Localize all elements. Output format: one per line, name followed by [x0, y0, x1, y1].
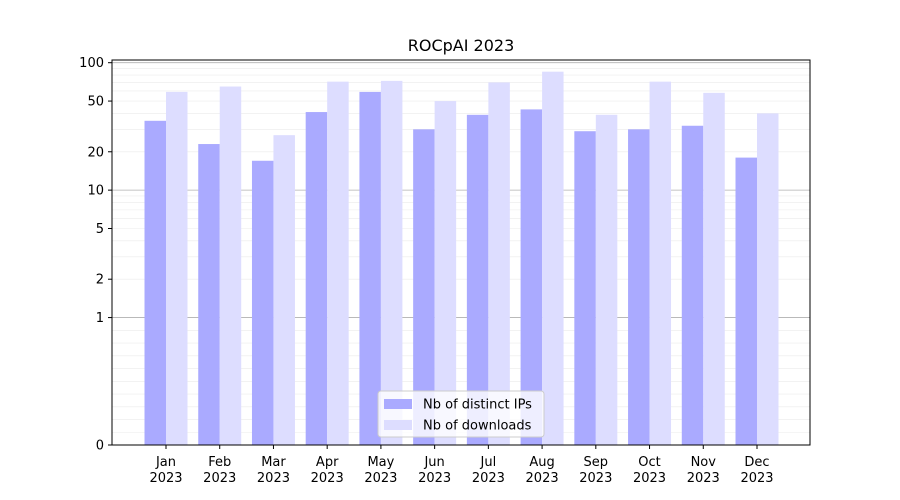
x-tick-label: Feb 2023: [203, 455, 236, 486]
y-tick-label: 50: [87, 95, 104, 110]
y-tick-label: 0: [96, 439, 104, 454]
x-tick-label: Dec 2023: [740, 455, 773, 486]
legend-label: Nb of distinct IPs: [423, 398, 532, 413]
bar-downloads: [649, 81, 672, 446]
legend-swatch: [384, 420, 412, 430]
x-tick-label: Jun 2023: [418, 455, 451, 486]
y-tick-label: 100: [79, 56, 104, 71]
bar-downloads: [757, 113, 779, 445]
x-tick-label: Oct 2023: [633, 455, 666, 486]
legend-swatch: [384, 399, 412, 409]
bars: [144, 71, 779, 446]
x-tick-label: Jan 2023: [149, 455, 182, 486]
bar-downloads: [166, 91, 188, 445]
y-tick-label: 10: [87, 184, 104, 199]
bar-distinct-ips: [574, 131, 596, 445]
chart-title: ROCpAI 2023: [408, 36, 515, 55]
x-tick-label: May 2023: [364, 455, 397, 486]
bar-distinct-ips: [251, 160, 274, 446]
y-tick-label: 20: [87, 145, 104, 160]
bar-downloads: [434, 101, 457, 445]
bar-distinct-ips: [198, 144, 220, 445]
bar-distinct-ips: [681, 125, 704, 446]
y-tick-label: 5: [96, 222, 104, 237]
y-tick-label: 1: [96, 311, 104, 326]
x-axis: Jan 2023 Feb 2023 Mar 2023 Apr 2023 May 2023 Jun 20…: [149, 445, 774, 486]
plot-frame: [111, 59, 811, 446]
bar-distinct-ips: [628, 129, 650, 445]
legend-label: Nb of downloads: [423, 419, 532, 434]
y-tick-label: 2: [96, 273, 104, 288]
bar-downloads: [327, 81, 349, 446]
x-tick-label: Sep 2023: [579, 455, 612, 486]
bar-downloads: [542, 71, 564, 446]
legend-box: [377, 390, 545, 438]
x-tick-label: Aug 2023: [526, 455, 559, 486]
bar-distinct-ips: [359, 91, 381, 445]
x-tick-label: Jul 2023: [472, 455, 505, 486]
bar-downloads: [273, 135, 295, 445]
y-axis: 0 1 2 5 10 20 50 100: [79, 56, 112, 454]
bar-distinct-ips: [413, 129, 435, 445]
x-tick-label: Mar 2023: [257, 455, 290, 486]
bar-downloads: [219, 86, 242, 445]
bar-downloads: [488, 82, 510, 445]
bar-downloads: [703, 92, 725, 446]
legend: Nb of distinct IPs Nb of downloads: [377, 390, 545, 438]
bar-distinct-ips: [144, 120, 166, 445]
x-tick-label: Nov 2023: [687, 455, 720, 486]
bar-downloads: [595, 114, 618, 445]
bar-distinct-ips: [520, 109, 543, 445]
bar-distinct-ips: [735, 157, 757, 445]
bar-distinct-ips: [305, 112, 328, 445]
x-tick-label: Apr 2023: [311, 455, 344, 486]
bar-downloads: [380, 80, 403, 446]
bar-distinct-ips: [466, 114, 489, 445]
